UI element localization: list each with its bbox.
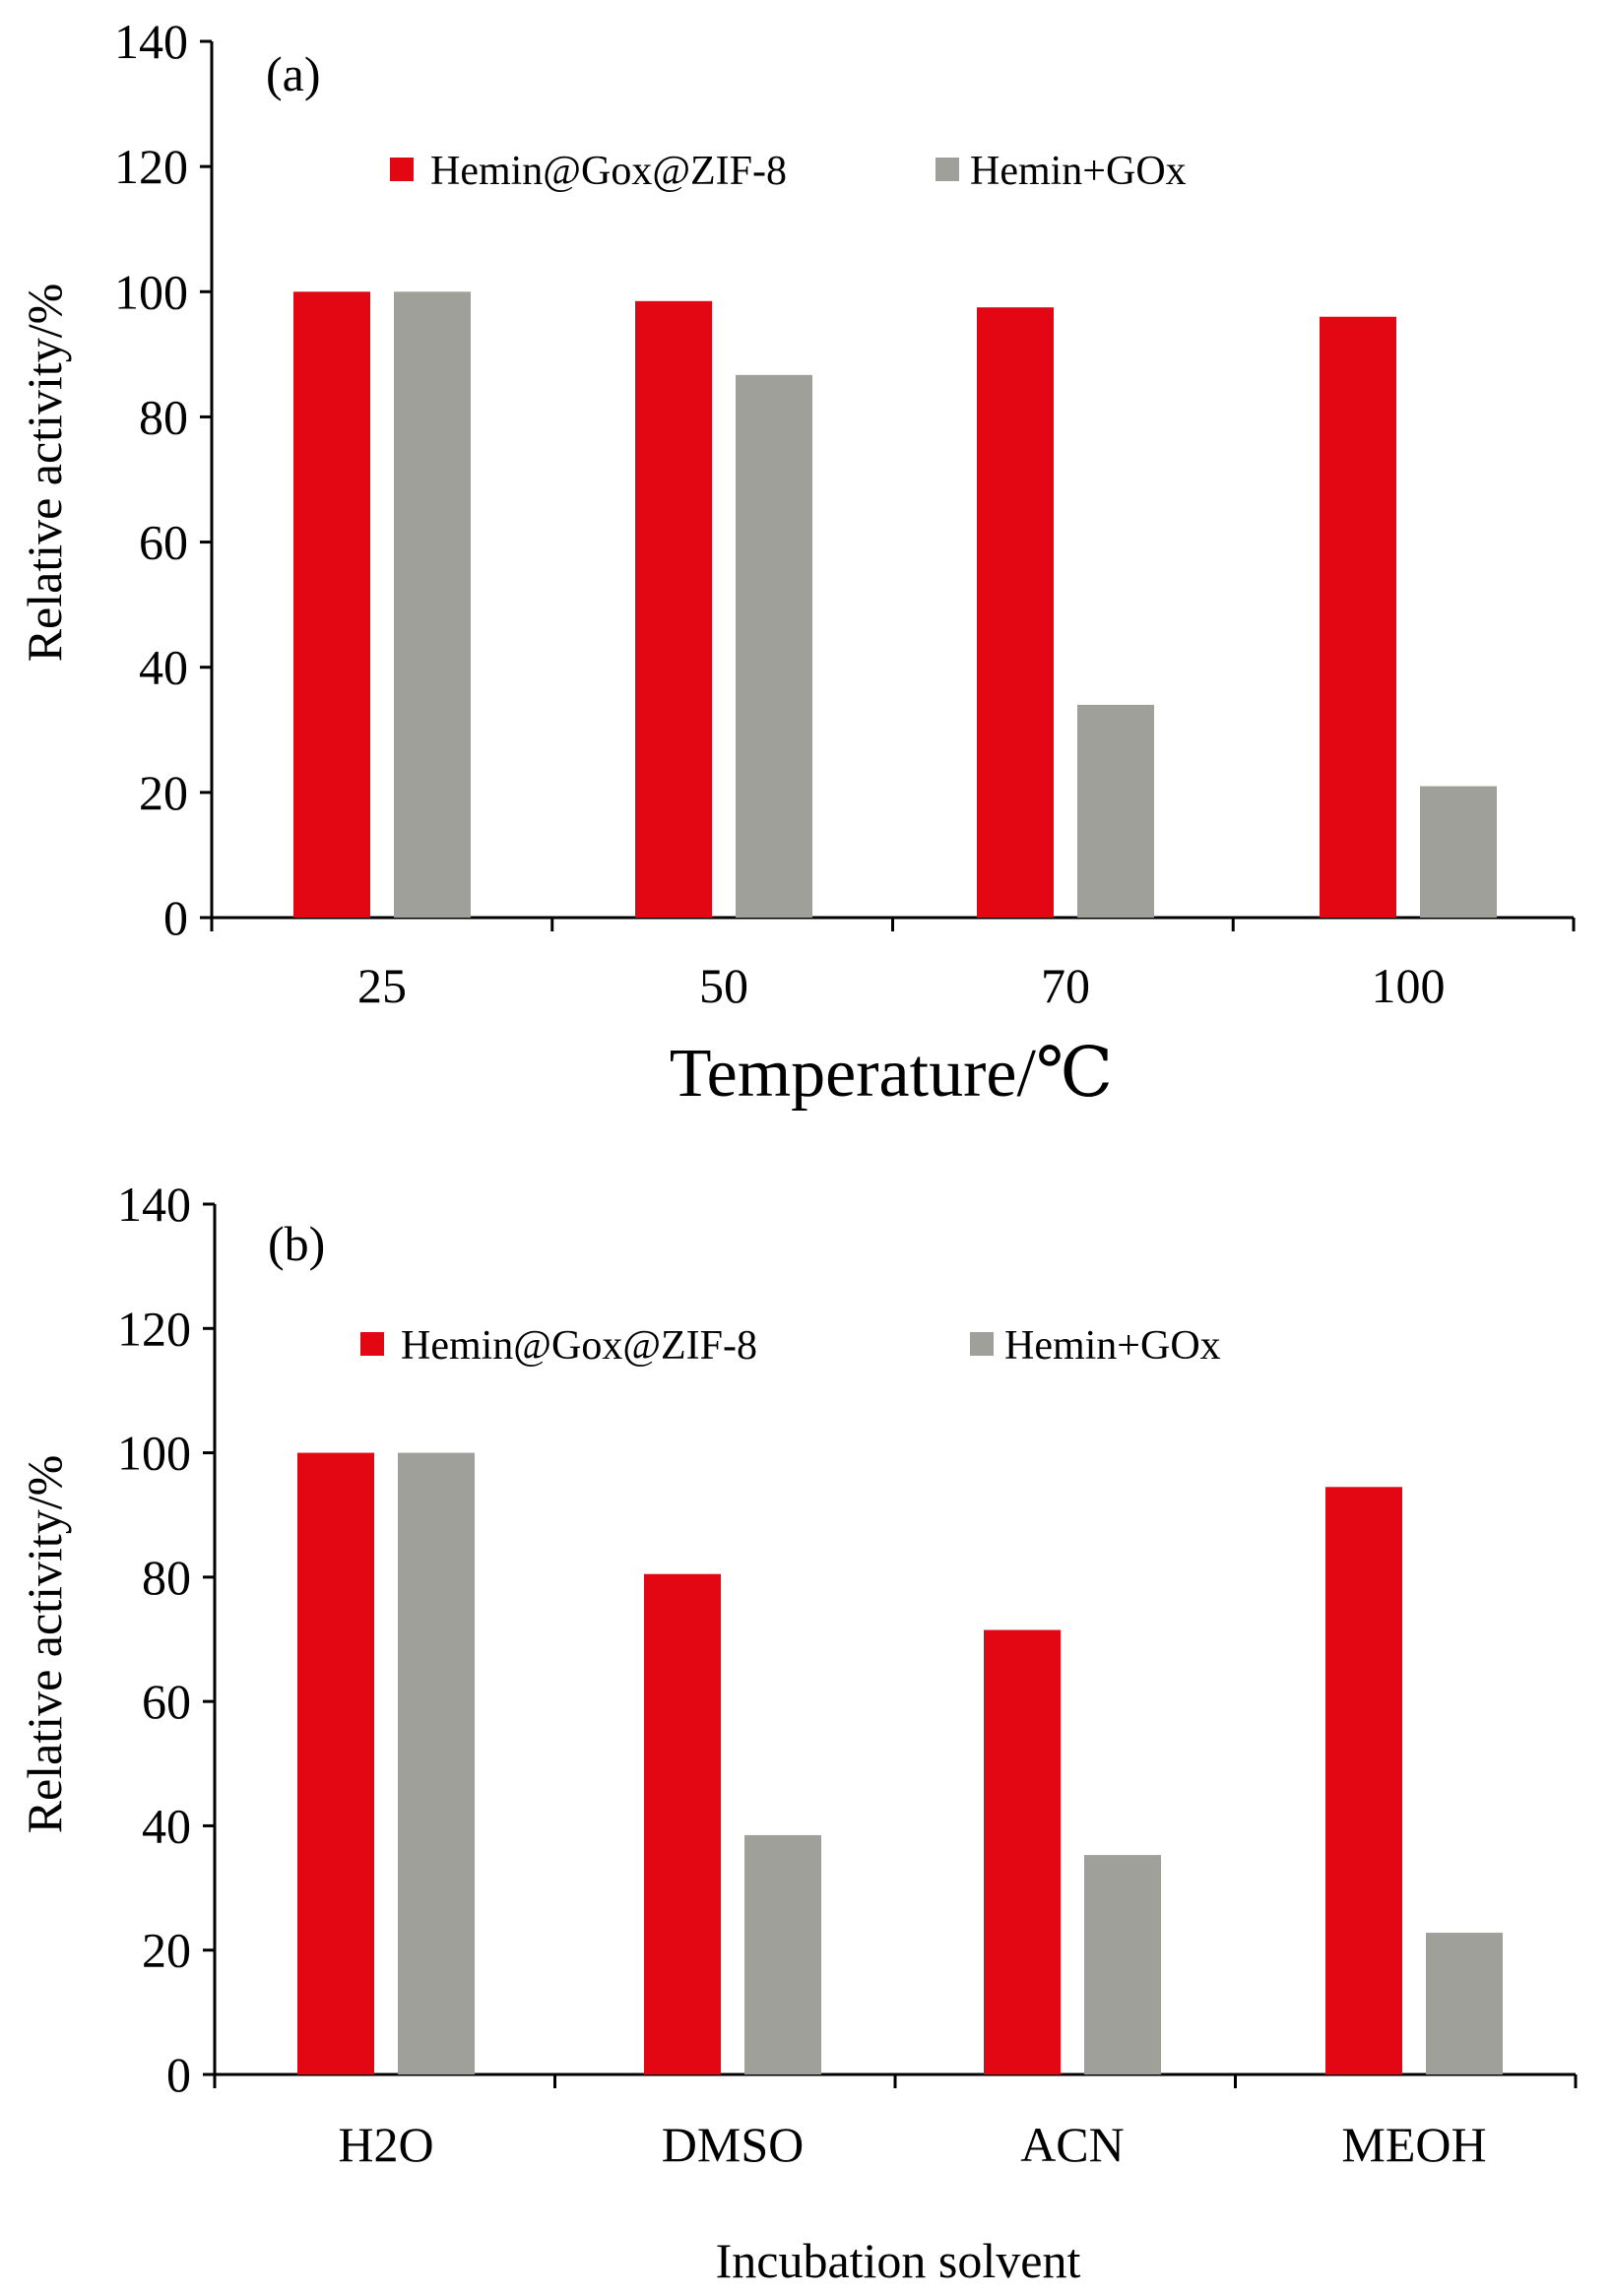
- panel-a-x-tick-label-70: 70: [1041, 958, 1090, 1013]
- panel-b-label: (b): [268, 1216, 325, 1271]
- panel-a-y-tick-label: 20: [139, 765, 188, 820]
- panel-b-bar-hemin-gox-zif-8-acn: [984, 1629, 1061, 2074]
- panel-a-x-tick-label-50: 50: [699, 958, 748, 1013]
- panel-a-legend-swatch-hemin-gox-zif-8: [390, 158, 414, 181]
- panel-b-x-tick-label-meoh: MEOH: [1341, 2117, 1486, 2172]
- panel-b-chart: (b) Relative activity/% Incubation solve…: [17, 1177, 1578, 2288]
- panel-b-y-axis-title: Relative activity/%: [17, 1455, 72, 1834]
- panel-a-y-tick-label: 140: [114, 14, 188, 69]
- panel-a-y-tick-label: 0: [163, 890, 188, 945]
- panel-b-bar-hemin-gox-zif-8-meoh: [1325, 1487, 1402, 2074]
- panel-b-y-tick-label: 40: [142, 1798, 191, 1853]
- panel-b-y-tick-label: 120: [117, 1301, 191, 1356]
- panel-b-y-tick-label: 140: [117, 1177, 191, 1232]
- panel-a-label: (a): [266, 46, 321, 101]
- panel-a-bar-hemin-gox-50: [736, 374, 812, 919]
- panel-a-x-tick-label-100: 100: [1372, 958, 1446, 1013]
- panel-a-bar-hemin-gox-zif-8-25: [293, 291, 370, 918]
- panel-b-y-tick-label: 100: [117, 1426, 191, 1481]
- panel-b-x-tick-label-h2o: H2O: [338, 2117, 433, 2172]
- panel-b-y-tick-label: 80: [142, 1550, 191, 1605]
- panel-b-x-axis-title: Incubation solvent: [716, 2233, 1081, 2288]
- panel-b-bar-hemin-gox-acn: [1084, 1855, 1161, 2074]
- panel-a-y-tick-label: 100: [114, 264, 188, 319]
- panel-b-bar-hemin-gox-zif-8-dmso: [644, 1573, 721, 2074]
- panel-a-bar-hemin-gox-zif-8-50: [635, 300, 712, 919]
- panel-b-bar-hemin-gox-h2o: [398, 1452, 475, 2074]
- panel-a-y-tick-label: 80: [139, 389, 188, 444]
- panel-b-legend-swatch-hemin-gox: [970, 1332, 994, 1356]
- panel-b-legend-label-hemin-gox: Hemin+GOx: [1004, 1323, 1221, 1369]
- panel-a-legend-label-hemin-gox: Hemin+GOx: [970, 149, 1187, 194]
- panel-b-x-tick-label-dmso: DMSO: [662, 2117, 804, 2172]
- panel-a-x-axis-title: Temperature/℃: [670, 1036, 1113, 1112]
- panel-b-legend-label-hemin-gox-zif-8: Hemin@Gox@ZIF-8: [401, 1323, 757, 1369]
- panel-b-y-tick-label: 0: [166, 2047, 191, 2102]
- panel-b-y-tick-label: 60: [142, 1674, 191, 1729]
- panel-a-bar-hemin-gox-70: [1077, 704, 1154, 918]
- panel-a-y-tick-label: 40: [139, 640, 188, 695]
- panel-b-bar-hemin-gox-zif-8-h2o: [297, 1452, 374, 2074]
- panel-a-y-tick-label: 60: [139, 515, 188, 570]
- panel-a-y-axis-title: Relative activity/%: [17, 284, 72, 663]
- panel-a-legend-label-hemin-gox-zif-8: Hemin@Gox@ZIF-8: [430, 149, 787, 194]
- panel-b-x-tick-label-acn: ACN: [1020, 2117, 1125, 2172]
- panel-a-bar-hemin-gox-zif-8-100: [1320, 316, 1396, 918]
- panel-b-legend-swatch-hemin-gox-zif-8: [360, 1332, 384, 1356]
- panel-a-bar-hemin-gox-25: [394, 291, 471, 918]
- panel-a-x-tick-label-25: 25: [357, 958, 407, 1013]
- panel-b-bar-hemin-gox-meoh: [1426, 1933, 1503, 2074]
- panel-a-bar-hemin-gox-100: [1420, 786, 1497, 918]
- panel-a-chart: (a) Relative activity/% Temperature/℃ 0 2…: [17, 14, 1576, 1112]
- panel-b-bar-hemin-gox-dmso: [744, 1834, 821, 2074]
- panel-a-legend-swatch-hemin-gox: [936, 158, 959, 181]
- panel-a-bar-hemin-gox-zif-8-70: [977, 307, 1054, 918]
- panel-b-y-tick-label: 20: [142, 1923, 191, 1978]
- panel-a-y-tick-label: 120: [114, 139, 188, 194]
